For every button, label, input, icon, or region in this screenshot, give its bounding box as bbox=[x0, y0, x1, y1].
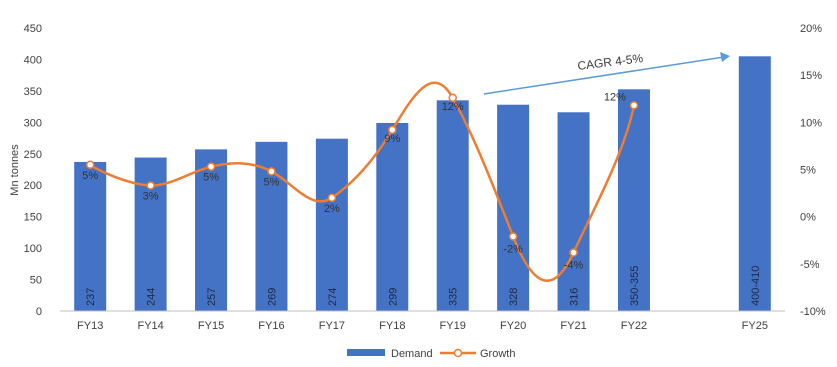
bar-value-label: 269 bbox=[266, 288, 278, 306]
growth-value-label: -2% bbox=[503, 243, 523, 255]
growth-value-label: 2% bbox=[324, 203, 340, 215]
growth-point bbox=[206, 162, 216, 171]
demand-bar bbox=[557, 112, 590, 311]
demand-bar bbox=[376, 122, 409, 311]
cagr-label: CAGR 4-5% bbox=[577, 51, 645, 73]
cagr-arrow bbox=[483, 56, 725, 95]
growth-point bbox=[146, 181, 155, 190]
y-tick-label: 450 bbox=[24, 23, 42, 35]
x-tick-label: FY16 bbox=[258, 320, 284, 332]
bar-value-label: 316 bbox=[569, 288, 581, 306]
legend-growth-label: Growth bbox=[480, 348, 515, 360]
demand-bar bbox=[195, 149, 228, 311]
bar-value-label: 400-410 bbox=[750, 266, 762, 306]
legend-demand-label: Demand bbox=[391, 348, 433, 360]
growth-point bbox=[448, 93, 457, 103]
y-tick-label: 250 bbox=[24, 149, 42, 161]
bar-value-label: 335 bbox=[448, 288, 460, 306]
growth-line bbox=[89, 81, 636, 282]
bar-value-label: 237 bbox=[85, 288, 97, 306]
bar-value-label: 299 bbox=[387, 288, 399, 306]
growth-value-label: 5% bbox=[203, 172, 219, 184]
growth-value-label: 12% bbox=[604, 91, 626, 103]
legend-demand-swatch bbox=[347, 349, 385, 356]
x-tick-label: FY18 bbox=[379, 320, 405, 332]
growth-value-label: 12% bbox=[442, 101, 464, 113]
growth-point bbox=[267, 167, 276, 176]
x-tick-label: FY21 bbox=[560, 320, 586, 332]
y2-tick-label: 20% bbox=[800, 23, 822, 35]
y2-tick-label: 10% bbox=[800, 117, 822, 129]
demand-bar bbox=[617, 89, 650, 311]
cagr-arrowhead bbox=[720, 52, 730, 62]
x-tick-label: FY20 bbox=[500, 320, 526, 332]
bar-value-label: 257 bbox=[206, 288, 218, 306]
growth-point bbox=[85, 160, 95, 170]
legend: Demand Growth bbox=[347, 348, 515, 360]
growth-line-group: 5% 3% 5% 5% 2% 9% 12% -2% -4% 12% bbox=[82, 81, 639, 282]
x-tick-label: FY13 bbox=[77, 320, 103, 332]
bar-value-label: 244 bbox=[146, 288, 158, 306]
x-tick-label: FY22 bbox=[621, 320, 647, 332]
y-tick-label: 200 bbox=[24, 180, 42, 192]
growth-point bbox=[569, 248, 578, 257]
y2-tick-label: 5% bbox=[800, 165, 816, 177]
y-tick-label: 100 bbox=[24, 243, 42, 255]
demand-bar bbox=[74, 161, 107, 311]
demand-bar bbox=[436, 100, 469, 311]
growth-value-label: 5% bbox=[264, 176, 280, 188]
y-tick-label: 50 bbox=[30, 275, 42, 287]
x-tick-label: FY25 bbox=[742, 320, 768, 332]
growth-point bbox=[629, 101, 639, 110]
growth-point bbox=[508, 232, 518, 241]
legend-growth-marker bbox=[453, 348, 463, 358]
x-tick-label: FY19 bbox=[440, 320, 466, 332]
x-tick-label: FY15 bbox=[198, 320, 224, 332]
growth-value-label: 3% bbox=[143, 191, 159, 203]
bars: 237 244 257 269 274 299 335 328 316 350-355 400-41… bbox=[74, 56, 771, 311]
growth-value-label: 5% bbox=[82, 170, 98, 182]
y2-tick-label: -10% bbox=[800, 306, 826, 318]
y2-tick-label: -5% bbox=[800, 259, 820, 271]
y-axis-title: Mn tonnes bbox=[9, 144, 21, 196]
demand-bar bbox=[738, 56, 771, 311]
growth-point bbox=[388, 125, 397, 135]
y-tick-label: 150 bbox=[24, 212, 42, 224]
y-axis-left: 0 50 100 150 200 250 300 350 400 450 bbox=[24, 23, 42, 318]
cagr-annotation: CAGR 4-5% bbox=[483, 51, 730, 95]
x-tick-label: FY17 bbox=[319, 320, 345, 332]
y-tick-label: 350 bbox=[24, 86, 42, 98]
y-tick-label: 0 bbox=[36, 306, 42, 318]
bar-value-label: 274 bbox=[327, 288, 339, 306]
x-tick-label: FY14 bbox=[137, 320, 163, 332]
growth-value-label: -4% bbox=[564, 260, 584, 272]
demand-bar bbox=[315, 138, 348, 311]
growth-point bbox=[327, 193, 337, 203]
growth-value-label: 9% bbox=[384, 133, 400, 145]
y-axis-right: -10% -5% 0% 5% 10% 15% 20% bbox=[800, 23, 826, 318]
y2-tick-label: 0% bbox=[800, 212, 816, 224]
y2-tick-label: 15% bbox=[800, 70, 822, 82]
bar-value-label: 328 bbox=[508, 288, 520, 306]
x-axis: FY13 FY14 FY15 FY16 FY17 FY18 FY19 FY20 FY21 FY22… bbox=[60, 310, 785, 332]
y-tick-label: 300 bbox=[24, 117, 42, 129]
bar-value-label: 350-355 bbox=[629, 266, 641, 306]
y-tick-label: 400 bbox=[24, 54, 42, 66]
